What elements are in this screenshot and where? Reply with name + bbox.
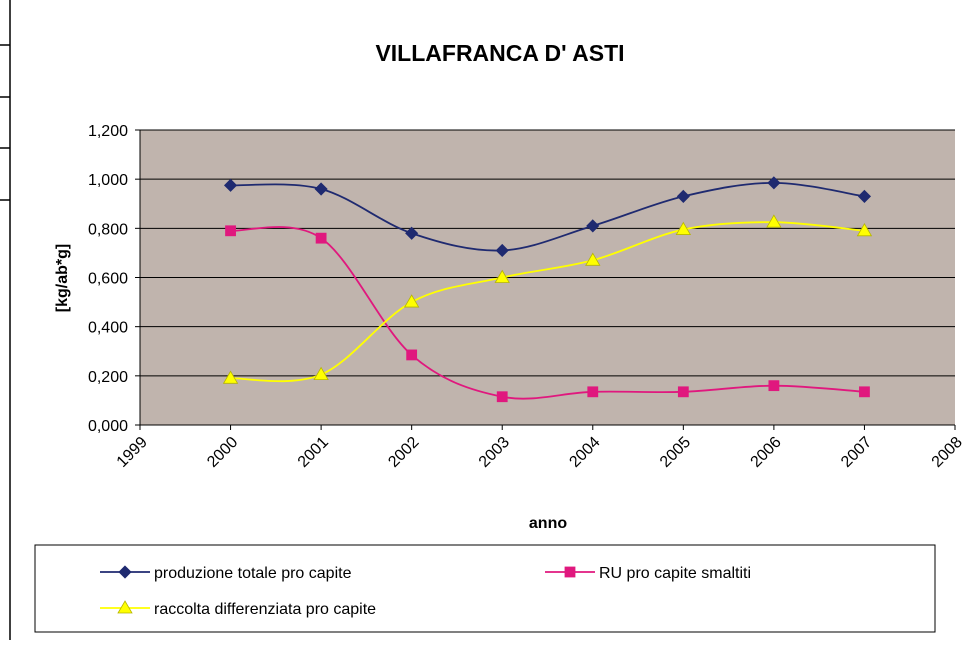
x-tick-label: 2007 bbox=[838, 434, 875, 471]
y-tick-label: 1,000 bbox=[88, 172, 128, 189]
marker bbox=[768, 380, 780, 392]
marker bbox=[118, 565, 132, 579]
x-tick-label: 2001 bbox=[295, 434, 332, 471]
marker bbox=[314, 182, 328, 196]
legend-box bbox=[34, 544, 936, 633]
x-tick-label: 1999 bbox=[114, 434, 151, 471]
y-tick-label: 0,600 bbox=[88, 271, 128, 288]
x-tick-label: 2005 bbox=[657, 434, 694, 471]
x-tick-label: 2003 bbox=[476, 434, 513, 471]
marker bbox=[585, 252, 601, 266]
marker bbox=[494, 269, 510, 283]
marker bbox=[587, 386, 599, 398]
marker bbox=[767, 176, 781, 190]
marker bbox=[223, 178, 238, 192]
series-line bbox=[230, 221, 865, 383]
marker bbox=[857, 189, 872, 203]
sheet-lines bbox=[0, 0, 11, 640]
y-axis-label: [kg/ab*g] bbox=[54, 244, 71, 312]
x-axis-label: anno bbox=[529, 515, 567, 532]
marker bbox=[677, 386, 689, 398]
marker bbox=[676, 189, 690, 203]
legend-item: RU pro capite smaltiti bbox=[545, 565, 751, 582]
x-tick-label: 2008 bbox=[929, 434, 965, 471]
marker bbox=[859, 386, 870, 398]
y-tick-label: 1,200 bbox=[88, 123, 128, 140]
marker bbox=[586, 219, 600, 233]
marker bbox=[495, 243, 509, 258]
x-tick-label: 2000 bbox=[204, 434, 241, 471]
x-tick-label: 2002 bbox=[385, 434, 422, 471]
marker bbox=[222, 370, 239, 384]
series-line bbox=[230, 181, 865, 252]
marker bbox=[496, 391, 508, 403]
legend-item: raccolta differenziata pro capite bbox=[100, 600, 376, 618]
legend-label: RU pro capite smaltiti bbox=[599, 565, 751, 582]
x-tick-label: 2006 bbox=[748, 434, 785, 471]
series-line bbox=[230, 226, 865, 400]
marker bbox=[405, 226, 419, 240]
legend-label: produzione totale pro capite bbox=[154, 565, 352, 582]
marker bbox=[675, 221, 692, 235]
marker bbox=[564, 566, 576, 578]
marker bbox=[766, 214, 782, 228]
legend-item: produzione totale pro capite bbox=[100, 565, 352, 582]
marker bbox=[313, 366, 329, 381]
y-tick-label: 0,000 bbox=[88, 418, 128, 435]
marker bbox=[315, 232, 327, 244]
x-tick-label: 2004 bbox=[566, 434, 603, 471]
marker bbox=[225, 225, 236, 237]
y-tick-label: 0,200 bbox=[88, 369, 128, 386]
marker bbox=[856, 222, 873, 237]
legend-label: raccolta differenziata pro capite bbox=[154, 601, 376, 618]
chart-title: VILLAFRANCA D' ASTI bbox=[375, 40, 624, 66]
marker bbox=[403, 294, 420, 308]
marker bbox=[406, 349, 418, 361]
y-tick-label: 0,800 bbox=[88, 221, 128, 238]
y-tick-label: 0,400 bbox=[88, 320, 128, 337]
marker bbox=[117, 600, 133, 614]
